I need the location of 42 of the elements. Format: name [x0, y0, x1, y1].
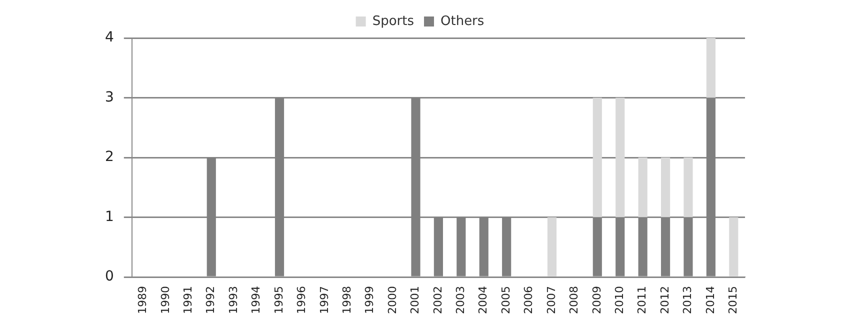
x-tick-label: 2008: [568, 286, 581, 314]
x-tick-label: 2002: [431, 286, 444, 314]
x-tick-label: 1989: [136, 286, 150, 314]
bar: [729, 217, 738, 276]
y-tick-label: 2: [104, 149, 114, 166]
x-tick-label: 2009: [590, 286, 604, 314]
bar: [660, 158, 670, 218]
x-tick-label: 1990: [158, 286, 172, 314]
bar: [592, 98, 602, 218]
y-tick-label: 3: [104, 89, 114, 106]
y-tick-label: 1: [104, 208, 114, 225]
x-tick-label: 1997: [318, 286, 331, 314]
legend-label: Sports: [372, 14, 414, 29]
x-tick-label: 1994: [250, 286, 263, 314]
x-tick-label: 1991: [182, 286, 195, 314]
x-tick-label: 2007: [544, 286, 558, 314]
x-tick-label: 2013: [681, 286, 694, 314]
x-tick-label: 2001: [408, 286, 422, 314]
x-tick-label: 2003: [454, 286, 468, 314]
x-tick-label: 1992: [204, 286, 218, 314]
legend-label: Others: [440, 14, 484, 29]
x-tick-label: 2010: [612, 286, 626, 314]
bar: [706, 38, 716, 98]
x-tick-label: 1993: [226, 286, 240, 314]
y-tick-label: 0: [104, 268, 114, 285]
y-tick-label: 4: [104, 30, 114, 46]
x-tick-label: 2005: [499, 286, 512, 314]
x-tick-label: 2015: [726, 286, 740, 314]
x-tick-label: 2006: [522, 286, 536, 314]
x-tick-label: 2000: [386, 286, 399, 314]
bar: [638, 158, 648, 218]
x-tick-label: 2004: [476, 286, 490, 314]
x-tick-label: 2012: [658, 286, 672, 314]
bar: [547, 217, 557, 276]
x-tick-label: 2011: [636, 286, 649, 314]
bar: [616, 98, 625, 218]
x-tick-label: 1999: [363, 286, 376, 314]
x-tick-label: 1995: [272, 286, 286, 314]
x-tick-label: 1996: [295, 286, 308, 314]
bar: [684, 158, 693, 218]
x-tick-label: 2014: [704, 286, 717, 314]
x-tick-label: 1998: [340, 286, 354, 314]
